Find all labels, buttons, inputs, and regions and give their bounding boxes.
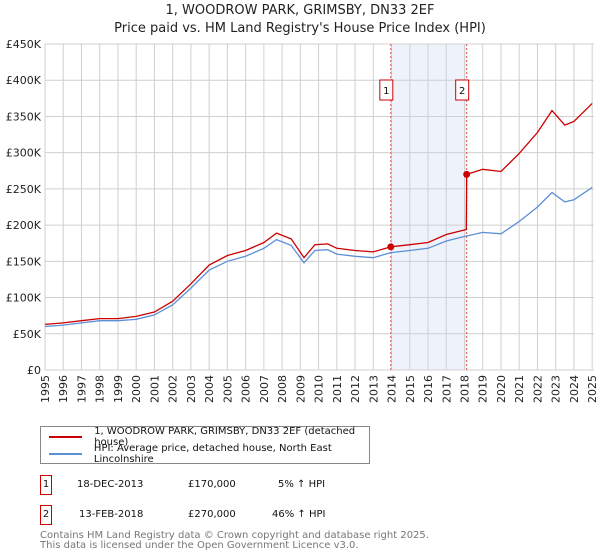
y-tick-label: £250K: [6, 183, 42, 196]
x-tick-label: 2000: [130, 375, 143, 403]
y-tick-label: £200K: [6, 219, 42, 232]
sale-badge-label: 2: [459, 86, 465, 97]
x-tick-label: 2007: [258, 375, 271, 403]
x-tick-label: 2009: [294, 375, 307, 403]
x-tick-label: 2001: [148, 375, 161, 403]
sale-badge-box: [379, 79, 394, 101]
x-tick-label: 2005: [221, 375, 234, 403]
y-tick-label: £150K: [6, 255, 42, 268]
x-tick-label: 2008: [276, 375, 289, 403]
x-tick-label: 2022: [531, 375, 544, 403]
x-tick-label: 2015: [404, 375, 417, 403]
sale-date: 18-DEC-2013: [77, 479, 144, 490]
x-tick-label: 2016: [422, 375, 435, 403]
x-tick-label: 2002: [167, 375, 180, 403]
x-tick-label: 2021: [513, 375, 526, 403]
legend-swatch-blue: [49, 453, 82, 455]
plot-area: £0 £50K £100K £150K £200K £250K £300K £350K £400…: [6, 38, 599, 403]
sale-period-shade: [390, 44, 467, 370]
y-tick-label: £100K: [6, 292, 42, 305]
x-tick-label: 2018: [459, 375, 472, 403]
sale-badge: 2: [40, 505, 52, 525]
sale-badge-box: [455, 79, 470, 101]
price-paid-line: [44, 102, 593, 326]
chart-title: 1, WOODROW PARK, GRIMSBY, DN33 2EF: [165, 3, 435, 18]
y-tick-label: £350K: [6, 110, 42, 123]
x-tick-label: 2011: [331, 375, 344, 403]
footer-line-1: Contains HM Land Registry data © Crown c…: [40, 530, 429, 541]
sale-date: 13-FEB-2018: [79, 509, 144, 520]
footer-line-2: This data is licensed under the Open Gov…: [40, 540, 359, 551]
x-tick-label: 2025: [586, 375, 599, 403]
legend-label: 1, WOODROW PARK, GRIMSBY, DN33 2EF (deta…: [94, 426, 356, 448]
x-tick-label: 2024: [568, 375, 581, 403]
y-tick-label: £0: [27, 364, 41, 377]
x-tick-label: 1995: [39, 375, 52, 403]
sale-badge-label: 1: [383, 86, 389, 97]
legend-label: HPI: Average price, detached house, Nort…: [93, 443, 332, 465]
sale-point: [463, 170, 471, 178]
sale-price: £170,000: [188, 479, 236, 490]
x-tick-label: 2012: [349, 375, 362, 403]
x-tick-label: 1997: [75, 375, 88, 403]
x-tick-label: 2017: [440, 375, 453, 403]
x-tick-label: 2023: [550, 375, 563, 403]
x-tick-label: 1996: [57, 375, 70, 403]
x-tick-label: 2013: [367, 375, 380, 403]
legend: 1, WOODROW PARK, GRIMSBY, DN33 2EF (deta…: [40, 426, 370, 465]
x-tick-label: 2003: [185, 375, 198, 403]
x-tick-label: 2014: [386, 375, 399, 403]
y-tick-label: £450K: [6, 38, 42, 51]
legend-item-property: 1, WOODROW PARK, GRIMSBY, DN33 2EF (deta…: [49, 426, 369, 448]
y-tick-label: £400K: [6, 74, 42, 87]
y-tick-label: £300K: [6, 147, 42, 160]
x-tick-label: 1998: [94, 375, 107, 403]
hpi-line: [44, 186, 593, 328]
x-tick-label: 2006: [240, 375, 253, 403]
chart-subtitle: Price paid vs. HM Land Registry's House …: [114, 21, 486, 36]
x-tick-label: 2020: [495, 375, 508, 403]
x-tick-label: 1999: [112, 375, 125, 403]
sale-hpi: 46% ↑ HPI: [272, 509, 326, 520]
footer: Contains HM Land Registry data © Crown c…: [40, 531, 429, 551]
y-tick-label: £50K: [13, 328, 42, 341]
legend-swatch-red: [49, 436, 83, 438]
x-tick-label: 2004: [203, 375, 216, 403]
sale-price: £270,000: [188, 509, 236, 520]
sale-badge: 1: [40, 475, 52, 495]
x-tick-label: 2010: [313, 375, 326, 403]
x-tick-label: 2019: [477, 375, 490, 403]
legend-item-hpi: HPI: Average price, detached house, Nort…: [49, 443, 369, 465]
sale-point: [387, 243, 395, 251]
sale-hpi: 5% ↑ HPI: [278, 479, 326, 490]
